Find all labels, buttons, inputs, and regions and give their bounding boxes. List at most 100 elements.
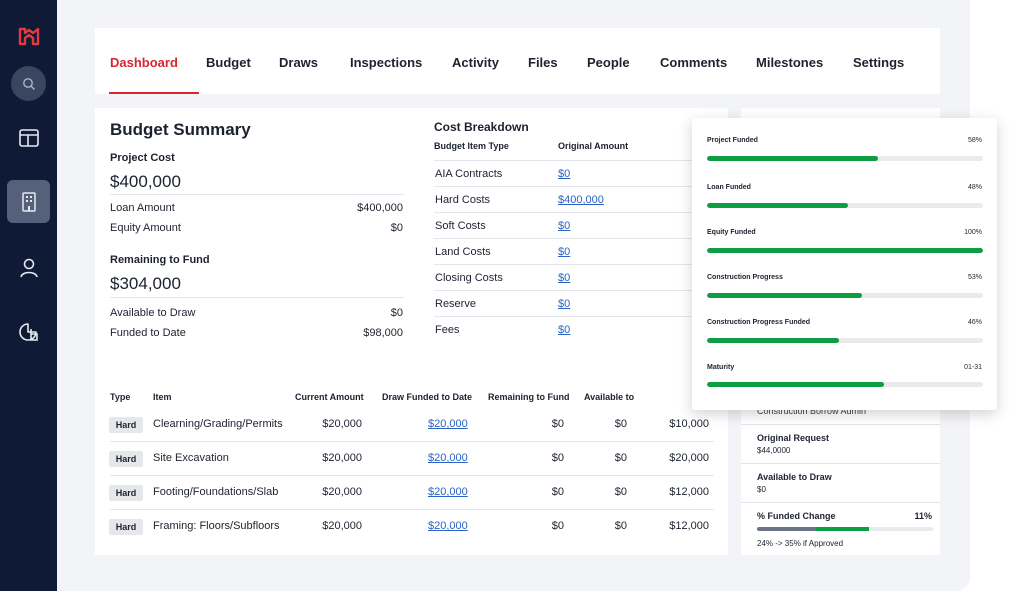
tab-settings[interactable]: Settings: [853, 55, 905, 70]
funded-to-date-label: Funded to Date: [110, 327, 186, 339]
type-badge: Hard: [109, 519, 143, 535]
divider: [434, 160, 694, 161]
item-name: Framing: Floors/Subfloors: [153, 520, 280, 532]
draw-funded-link[interactable]: $20,000: [428, 520, 468, 532]
loan-amount-value: $400,000: [357, 202, 403, 214]
row-end-value: $12,000: [669, 520, 709, 532]
draw-funded-link[interactable]: $20,000: [428, 452, 468, 464]
progress-bar: [707, 338, 983, 343]
cost-row-type: Reserve: [435, 298, 476, 310]
divider: [110, 509, 714, 510]
cost-row-type: Closing Costs: [435, 272, 503, 284]
draw-funded-link[interactable]: $20,000: [428, 418, 468, 430]
progress-fill: [707, 248, 983, 253]
available-value: $0: [614, 418, 627, 430]
progress-label: Project Funded: [707, 137, 758, 144]
funded-change-proposed: [816, 527, 869, 531]
cost-row-type: Land Costs: [435, 246, 491, 258]
tab-draws[interactable]: Draws: [279, 55, 319, 70]
progress-label: Loan Funded: [707, 184, 751, 191]
search-icon[interactable]: [11, 66, 46, 101]
funded-change-note: 24% -> 35% if Approved: [757, 539, 844, 548]
progress-fill: [707, 156, 879, 161]
col-header-available: Available to: [584, 392, 635, 402]
cost-row-amount-link[interactable]: $0: [558, 220, 571, 232]
progress-fill: [707, 203, 848, 208]
progress-value: 46%: [967, 319, 982, 326]
brand-logo-icon[interactable]: [13, 20, 45, 52]
divider: [434, 238, 694, 239]
remaining-value: $0: [551, 452, 564, 464]
available-to-draw-value: $0: [390, 307, 403, 319]
tab-people[interactable]: People: [587, 55, 630, 70]
active-tab-indicator: [109, 92, 199, 94]
cost-row-amount-link[interactable]: $0: [558, 246, 571, 258]
project-cost-label: Project Cost: [110, 152, 175, 164]
progress-value: 48%: [967, 184, 982, 191]
project-cost-value: $400,000: [110, 172, 181, 191]
cost-row-amount-link[interactable]: $400,000: [558, 194, 604, 206]
layout-icon[interactable]: [7, 116, 50, 159]
equity-amount-value: $0: [390, 222, 403, 234]
divider: [741, 502, 940, 503]
original-request-value: $44,0000: [757, 446, 791, 455]
user-icon[interactable]: [7, 246, 50, 289]
divider: [741, 463, 940, 464]
progress-value: 100%: [964, 229, 982, 236]
progress-label: Construction Progress: [707, 274, 783, 281]
tab-milestones[interactable]: Milestones: [756, 55, 824, 70]
cost-row-type: Fees: [435, 324, 460, 336]
item-name: Site Excavation: [153, 452, 229, 464]
row-end-value: $20,000: [669, 452, 709, 464]
divider: [434, 186, 694, 187]
loan-amount-label: Loan Amount: [110, 202, 175, 214]
remaining-value: $0: [551, 418, 564, 430]
divider: [434, 316, 694, 317]
progress-label: Equity Funded: [707, 229, 756, 236]
tab-dashboard[interactable]: Dashboard: [110, 55, 178, 70]
col-header-remaining: Remaining to Fund: [488, 392, 570, 402]
col-header-item: Item: [153, 392, 172, 402]
cost-row-amount-link[interactable]: $0: [558, 168, 571, 180]
equity-amount-label: Equity Amount: [110, 222, 181, 234]
divider: [110, 441, 714, 442]
progress-bar: [707, 248, 983, 253]
progress-value: 58%: [967, 137, 982, 144]
available-value: $0: [614, 520, 627, 532]
progress-panel: Project Funded 58% Loan Funded 48% Equit…: [692, 118, 997, 410]
col-header-original-amount: Original Amount: [558, 141, 629, 151]
funded-change-label: % Funded Change: [757, 511, 836, 521]
progress-bar: [707, 293, 983, 298]
budget-summary-card: Budget Summary Project Cost $400,000 Loa…: [95, 108, 728, 555]
draw-funded-link[interactable]: $20,000: [428, 486, 468, 498]
tab-activity[interactable]: Activity: [452, 55, 499, 70]
tab-budget[interactable]: Budget: [206, 55, 251, 70]
cost-row-amount-link[interactable]: $0: [558, 272, 571, 284]
progress-value: 53%: [967, 274, 982, 281]
budget-summary-title: Budget Summary: [110, 120, 251, 139]
tab-files[interactable]: Files: [528, 55, 558, 70]
remaining-value: $0: [551, 486, 564, 498]
divider: [434, 212, 694, 213]
col-header-current-amount: Current Amount: [295, 392, 364, 402]
divider: [110, 475, 714, 476]
current-amount: $20,000: [322, 418, 362, 430]
tab-inspections[interactable]: Inspections: [350, 55, 423, 70]
row-end-value: $12,000: [669, 486, 709, 498]
divider: [434, 290, 694, 291]
original-request-label: Original Request: [757, 433, 830, 443]
cost-row-amount-link[interactable]: $0: [558, 298, 571, 310]
pie-chart-icon[interactable]: [7, 310, 50, 353]
building-icon[interactable]: [7, 180, 50, 223]
available-to-draw-label: Available to Draw: [757, 472, 832, 482]
funded-change-bar: [757, 527, 933, 531]
cost-row-amount-link[interactable]: $0: [558, 324, 571, 336]
item-name: Footing/Foundations/Slab: [153, 486, 279, 498]
available-value: $0: [614, 452, 627, 464]
divider: [434, 264, 694, 265]
col-header-type: Type: [110, 392, 131, 402]
sidebar: [0, 0, 57, 591]
tab-comments[interactable]: Comments: [660, 55, 728, 70]
available-to-draw-value: $0: [757, 485, 766, 494]
col-header-budget-item-type: Budget Item Type: [434, 141, 509, 151]
